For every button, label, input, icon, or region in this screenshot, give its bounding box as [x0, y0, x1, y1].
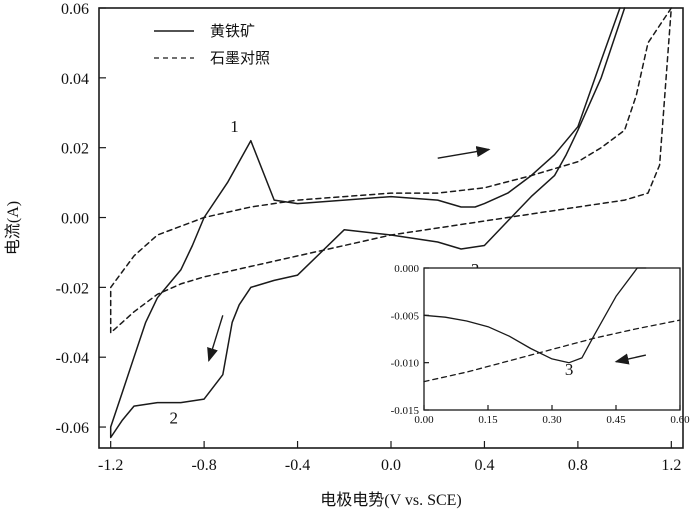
main-x-tick-label: 0.4: [474, 457, 494, 474]
main-peak-label: 2: [170, 409, 179, 428]
main-y-tick-label: -0.02: [56, 280, 89, 297]
inset-y-tick-label: -0.015: [391, 405, 420, 417]
inset-y-tick-label: -0.010: [391, 358, 420, 370]
inset-series-line-graphite: [423, 319, 681, 383]
main-series-line-graphite: [109, 7, 673, 334]
main-series-lines: [109, 7, 673, 439]
main-x-tick-label: -1.2: [98, 457, 123, 474]
main-y-tick-label: -0.04: [56, 350, 89, 367]
inset-tick-labels: 0.00 0.15 0.30 0.45 0.60 0.000 -0.005 -0.010 -0.…: [391, 263, 691, 426]
inset-scan-direction-arrow: [614, 353, 647, 365]
main-x-tick-label: -0.8: [191, 457, 216, 474]
main-y-tick-label: -0.06: [56, 420, 89, 437]
inset-plot-frame: [423, 267, 681, 411]
main-series-line-pyrite: [109, 7, 626, 439]
y-axis-title: 电流(A): [4, 201, 22, 255]
inset-x-tick-label: 0.00: [414, 414, 434, 426]
legend: 黄铁矿 石墨对照: [154, 22, 270, 67]
main-x-tick-label: 1.2: [661, 457, 681, 474]
main-peak-label: 1: [230, 117, 239, 136]
inset-x-tick-label: 0.60: [670, 414, 690, 426]
inset-x-tick-label: 0.15: [478, 414, 498, 426]
main-tick-labels: -1.2 -0.8 -0.4 0.0 0.4 0.8 1.2 -0.06 -0.04 -0.02 0…: [56, 1, 682, 474]
inset-x-tick-label: 0.45: [606, 414, 626, 426]
main-y-tick-label: 0.00: [61, 211, 89, 228]
inset-ticks: [423, 267, 681, 411]
legend-label-graphite: 石墨对照: [210, 49, 270, 67]
main-x-tick-label: 0.0: [381, 457, 401, 474]
x-axis-title: 电极电势(V vs. SCE): [320, 491, 462, 509]
main-y-tick-label: 0.04: [61, 71, 89, 88]
main-x-tick-label: -0.4: [285, 457, 310, 474]
inset-peak-label: 3: [565, 360, 574, 379]
main-y-tick-label: 0.02: [61, 141, 89, 158]
main-scan-direction-arrow: [207, 315, 224, 363]
inset-x-tick-label: 0.30: [542, 414, 562, 426]
main-y-tick-label: 0.06: [61, 1, 89, 18]
main-scan-direction-arrow: [437, 146, 491, 159]
main-ticks: [99, 7, 672, 448]
inset-series-lines: [423, 267, 681, 383]
inset-series-line-pyrite: [423, 267, 647, 364]
inset-y-tick-label: -0.005: [391, 310, 420, 322]
inset-y-tick-label: 0.000: [394, 263, 419, 275]
legend-label-pyrite: 黄铁矿: [210, 22, 255, 40]
inset-annotations: 3: [565, 353, 647, 379]
main-x-tick-label: 0.8: [568, 457, 588, 474]
